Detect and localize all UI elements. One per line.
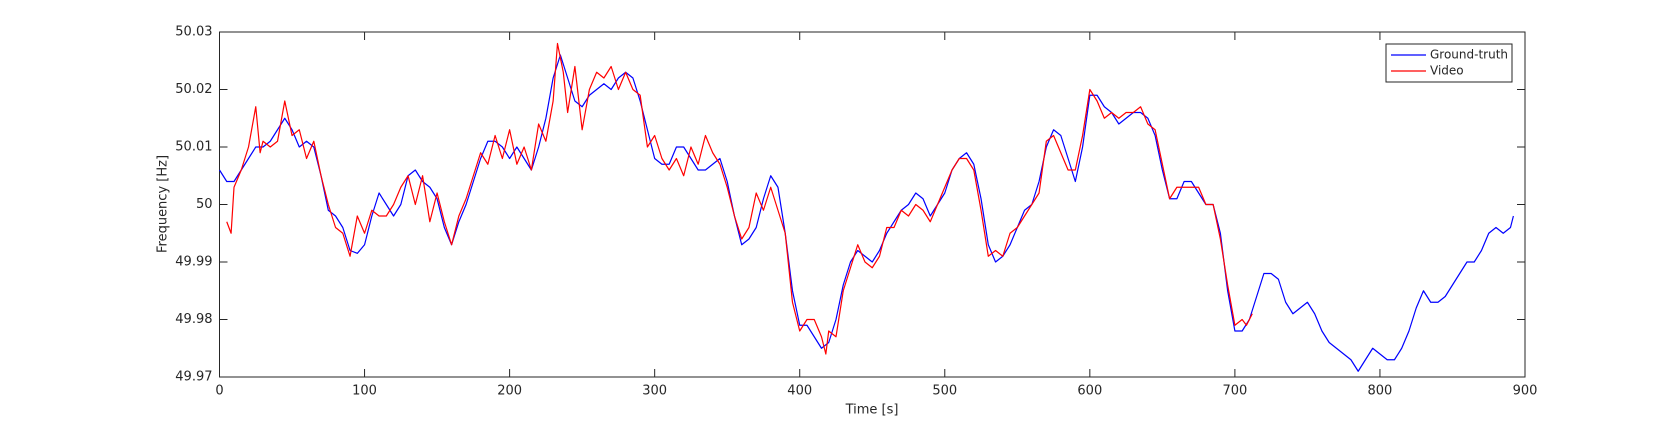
y-tick-label: 49.99	[175, 255, 212, 270]
legend: Ground-truth Video	[1385, 43, 1513, 83]
x-tick-label: 200	[497, 384, 522, 399]
legend-box	[1385, 43, 1513, 83]
legend-label: Video	[1430, 64, 1464, 78]
x-tick-label: 800	[1368, 384, 1393, 399]
x-axis-label: Time [s]	[845, 403, 899, 418]
y-tick-label: 50.02	[175, 82, 212, 97]
x-tick-label: 0	[215, 384, 223, 399]
y-tick-label: 50	[196, 197, 213, 212]
y-tick-label: 50.01	[175, 140, 212, 155]
y-tick-label: 49.97	[175, 370, 212, 385]
legend-label: Ground-truth	[1430, 48, 1508, 62]
plot-area	[219, 31, 1526, 378]
y-axis-label: Frequency [Hz]	[156, 155, 171, 253]
series-line	[226, 42, 1253, 355]
x-tick-label: 300	[642, 384, 667, 399]
y-tick-label: 50.03	[175, 25, 212, 40]
x-tick-label: 100	[352, 384, 377, 399]
x-tick-label: 600	[1077, 384, 1102, 399]
x-tick-label: 400	[787, 384, 812, 399]
x-tick-label: 900	[1513, 384, 1538, 399]
x-tick-label: 700	[1222, 384, 1247, 399]
y-tick-label: 49.98	[175, 312, 212, 327]
x-tick-label: 500	[932, 384, 957, 399]
